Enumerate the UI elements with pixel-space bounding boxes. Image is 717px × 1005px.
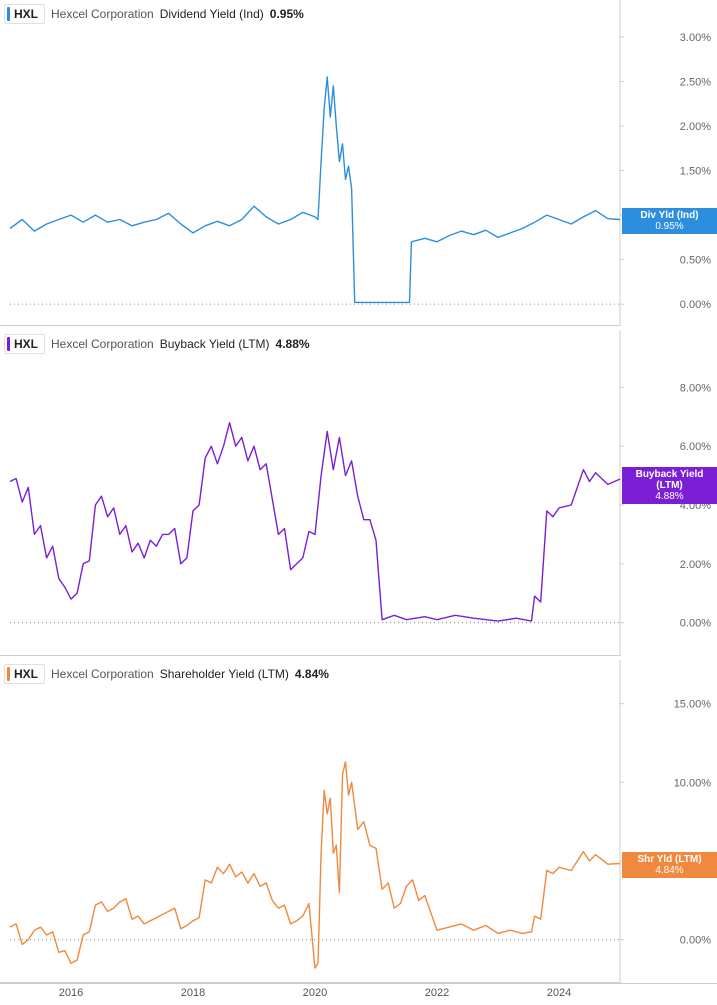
ticker-tag[interactable]: HXL xyxy=(4,334,45,354)
chart-panel-0: HXL Hexcel Corporation Dividend Yield (Ind… xyxy=(0,0,717,326)
flag-value: 4.84% xyxy=(628,865,711,876)
current-value-flag: Shr Yld (LTM)4.84% xyxy=(622,852,717,878)
y-tick-label: 10.00% xyxy=(674,777,712,789)
company-name: Hexcel Corporation xyxy=(51,7,154,21)
series-line xyxy=(10,762,620,968)
ticker-symbol: HXL xyxy=(14,7,38,21)
chart-panel-1: HXL Hexcel Corporation Buyback Yield (LTM)… xyxy=(0,330,717,656)
metric-value: 4.88% xyxy=(276,337,310,351)
metric-name: Dividend Yield (Ind) xyxy=(160,7,264,21)
y-tick-label: 15.00% xyxy=(674,699,712,711)
y-tick-label: 1.50% xyxy=(680,166,711,178)
x-tick-label: 2020 xyxy=(303,987,327,999)
y-tick-label: 0.50% xyxy=(680,255,711,267)
panel-header: HXL Hexcel Corporation Buyback Yield (LTM)… xyxy=(4,334,310,354)
panel-header: HXL Hexcel Corporation Shareholder Yield (… xyxy=(4,664,329,684)
current-value-flag: Buyback Yield (LTM)4.88% xyxy=(622,467,717,504)
y-tick-label: 2.00% xyxy=(680,559,711,571)
chart-container: HXL Hexcel Corporation Dividend Yield (Ind… xyxy=(0,0,717,1005)
x-tick-label: 2018 xyxy=(181,987,205,999)
chart-svg[interactable]: 0.00%2.00%4.00%6.00%8.00% xyxy=(0,330,717,656)
company-name: Hexcel Corporation xyxy=(51,337,154,351)
flag-label: Shr Yld (LTM) xyxy=(628,854,711,865)
metric-value: 0.95% xyxy=(270,7,304,21)
series-color-bar xyxy=(7,667,10,681)
series-color-bar xyxy=(7,337,10,351)
y-tick-label: 8.00% xyxy=(680,382,711,394)
y-tick-label: 0.00% xyxy=(680,935,711,947)
y-tick-label: 2.00% xyxy=(680,121,711,133)
flag-label: Div Yld (Ind) xyxy=(628,210,711,221)
x-tick-label: 2022 xyxy=(425,987,449,999)
chart-svg[interactable]: 0.00%5.00%10.00%15.00% xyxy=(0,660,717,983)
chart-svg[interactable]: 0.00%0.50%1.00%1.50%2.00%2.50%3.00% xyxy=(0,0,717,326)
y-tick-label: 3.00% xyxy=(680,32,711,44)
ticker-symbol: HXL xyxy=(14,667,38,681)
y-tick-label: 2.50% xyxy=(680,76,711,88)
x-axis: 2016 2018 2020 2022 2024 xyxy=(0,983,717,1005)
company-name: Hexcel Corporation xyxy=(51,667,154,681)
current-value-flag: Div Yld (Ind)0.95% xyxy=(622,208,717,234)
panel-header: HXL Hexcel Corporation Dividend Yield (Ind… xyxy=(4,4,304,24)
flag-value: 0.95% xyxy=(628,221,711,232)
ticker-tag[interactable]: HXL xyxy=(4,664,45,684)
x-tick-label: 2016 xyxy=(59,987,83,999)
ticker-tag[interactable]: HXL xyxy=(4,4,45,24)
x-tick-label: 2024 xyxy=(547,987,571,999)
metric-name: Buyback Yield (LTM) xyxy=(160,337,270,351)
metric-value: 4.84% xyxy=(295,667,329,681)
ticker-symbol: HXL xyxy=(14,337,38,351)
flag-value: 4.88% xyxy=(628,491,711,502)
y-tick-label: 0.00% xyxy=(680,618,711,630)
y-tick-label: 6.00% xyxy=(680,441,711,453)
series-color-bar xyxy=(7,7,10,21)
series-line xyxy=(10,423,620,621)
series-line xyxy=(10,77,620,302)
y-tick-label: 0.00% xyxy=(680,299,711,311)
metric-name: Shareholder Yield (LTM) xyxy=(160,667,289,681)
flag-label: Buyback Yield (LTM) xyxy=(628,469,711,491)
chart-panel-2: HXL Hexcel Corporation Shareholder Yield (… xyxy=(0,660,717,983)
